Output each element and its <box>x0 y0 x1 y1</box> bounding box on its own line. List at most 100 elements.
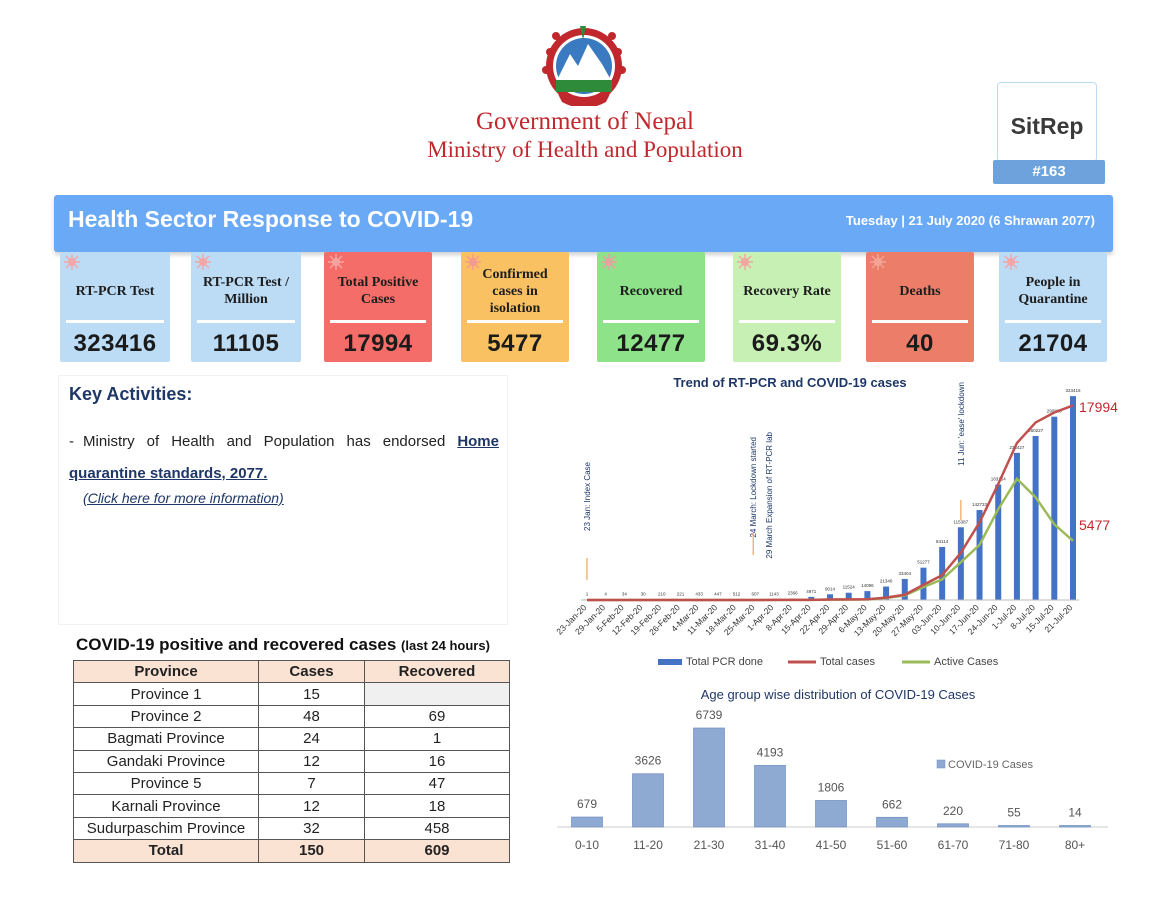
pcr-bar <box>1070 396 1076 600</box>
cell-total-recovered: 609 <box>364 839 510 863</box>
age-bar-label: 662 <box>882 797 902 811</box>
card-label: Confirmed cases in isolation <box>482 266 548 316</box>
card-value: 21704 <box>1018 330 1088 357</box>
card-divider <box>603 320 699 323</box>
age-bar <box>1059 825 1091 828</box>
virus-icon <box>64 254 80 270</box>
gov-line2: Ministry of Health and Population <box>427 137 743 162</box>
virus-icon <box>1003 254 1019 270</box>
pcr-bar-label: 34 <box>622 591 628 596</box>
cell-cases: 12 <box>258 749 365 773</box>
province-table-title: COVID-19 positive and recovered cases (l… <box>76 635 490 655</box>
table-row: Province 2 48 69 <box>73 704 510 729</box>
card-divider <box>66 320 164 323</box>
pcr-bar <box>808 596 815 600</box>
header-banner: Health Sector Response to COVID-19 Tuesd… <box>54 195 1113 252</box>
pcr-bar-label: 11524 <box>843 585 856 590</box>
col-recovered: Recovered <box>364 659 510 684</box>
legend-swatch-age <box>936 759 946 769</box>
card-divider <box>330 320 426 323</box>
province-table-title-text: COVID-19 positive and recovered cases <box>76 635 397 654</box>
cell-province: Bagmati Province <box>73 727 259 751</box>
card-value: 17994 <box>343 330 413 357</box>
age-bar-label: 55 <box>1007 806 1021 820</box>
total-cases-line <box>587 404 1074 602</box>
pcr-bar-label: 2366 <box>788 591 799 596</box>
card-recovery-rate: Recovery Rate 69.3% <box>733 252 841 362</box>
government-title: Government of Nepal Ministry of Health a… <box>380 108 790 164</box>
pcr-bar-label: 4 <box>604 591 607 596</box>
card-isolation: Confirmed cases in isolation 5477 <box>461 252 569 362</box>
pcr-bar <box>1032 435 1039 600</box>
legend-age: COVID-19 Cases <box>948 759 1033 771</box>
more-info-link[interactable]: (Click here for more information) <box>83 490 284 506</box>
table-row: Province 5 7 47 <box>73 771 510 796</box>
card-quarantine: People in Quarantine 21704 <box>999 252 1107 362</box>
age-bar <box>754 765 786 828</box>
virus-icon <box>465 254 481 270</box>
virus-icon <box>601 254 617 270</box>
pcr-bar <box>827 594 833 600</box>
card-label: Recovered <box>619 283 683 299</box>
pcr-bar-label: 1143 <box>769 591 779 596</box>
pcr-bar-label: 183154 <box>991 477 1007 482</box>
pcr-bar-label: 21340 <box>880 579 893 584</box>
card-divider <box>197 320 295 323</box>
pcr-bar <box>901 578 908 600</box>
age-x-tick: 71-80 <box>999 838 1030 852</box>
table-row: Karnali Province 12 18 <box>73 794 510 818</box>
cell-cases: 7 <box>258 771 365 796</box>
legend-active: Active Cases <box>934 656 999 668</box>
age-x-tick: 51-60 <box>877 838 908 852</box>
age-bar-label: 1806 <box>818 780 845 794</box>
legend-swatch-pcr <box>658 659 682 665</box>
cell-recovered: 47 <box>364 771 510 796</box>
virus-icon <box>195 254 211 270</box>
age-bar-label: 220 <box>943 804 963 818</box>
pcr-bar-label: 1 <box>586 591 589 596</box>
age-bar-label: 14 <box>1068 806 1082 820</box>
pcr-bar-label: 607 <box>751 591 759 596</box>
pcr-bar-label: 221 <box>677 591 685 596</box>
age-bar-label: 6739 <box>696 708 723 722</box>
age-bar <box>937 823 969 828</box>
pcr-bar-label: 4971 <box>806 589 817 594</box>
pcr-bar <box>1051 416 1058 600</box>
active-end-label: 5477 <box>1079 517 1110 533</box>
annotation-text: 24 March: Lockdown started <box>749 437 758 538</box>
home-quarantine-link[interactable]: Home quarantine standards, 2077. <box>69 433 499 482</box>
cell-recovered <box>364 682 510 706</box>
sitrep-box: SitRep <box>997 82 1097 162</box>
card-value: 11105 <box>212 330 280 357</box>
cell-province: Province 2 <box>73 704 259 729</box>
cell-cases: 48 <box>258 704 365 729</box>
pcr-bar <box>845 592 852 600</box>
age-bar <box>632 773 664 828</box>
cell-cases: 12 <box>258 794 365 818</box>
total-end-label: 17994 <box>1079 399 1118 415</box>
pcr-bar-label: 9014 <box>825 586 836 591</box>
trend-chart: Trend of RT-PCR and COVID-19 cases123-Ja… <box>554 375 1118 668</box>
card-label: Deaths <box>899 283 941 299</box>
age-x-tick: 41-50 <box>816 838 847 852</box>
age-bar-label: 3626 <box>635 754 662 768</box>
cell-province: Sudurpaschim Province <box>73 816 259 841</box>
virus-icon <box>328 254 344 270</box>
table-row: Bagmati Province 24 1 <box>73 727 510 751</box>
legend-total: Total cases <box>820 656 876 668</box>
card-label: Total Positive Cases <box>337 275 419 307</box>
age-bar <box>693 727 725 828</box>
cell-recovered: 1 <box>364 727 510 751</box>
age-bar <box>998 825 1030 828</box>
age-x-tick: 31-40 <box>755 838 786 852</box>
age-x-tick: 61-70 <box>938 838 969 852</box>
cell-province: Gandaki Province <box>73 749 259 773</box>
card-label: RT-PCR Test / Million <box>202 275 290 307</box>
card-total-positive: Total Positive Cases 17994 <box>324 252 432 362</box>
cell-cases: 32 <box>258 816 365 841</box>
age-x-tick: 21-30 <box>694 838 725 852</box>
age-x-tick: 11-20 <box>633 838 663 852</box>
annotation-text: 29 March Expansion of RT-PCR lab <box>765 431 774 558</box>
card-rt-pcr-per-million: RT-PCR Test / Million 11105 <box>191 252 301 362</box>
cell-recovered: 16 <box>364 749 510 773</box>
